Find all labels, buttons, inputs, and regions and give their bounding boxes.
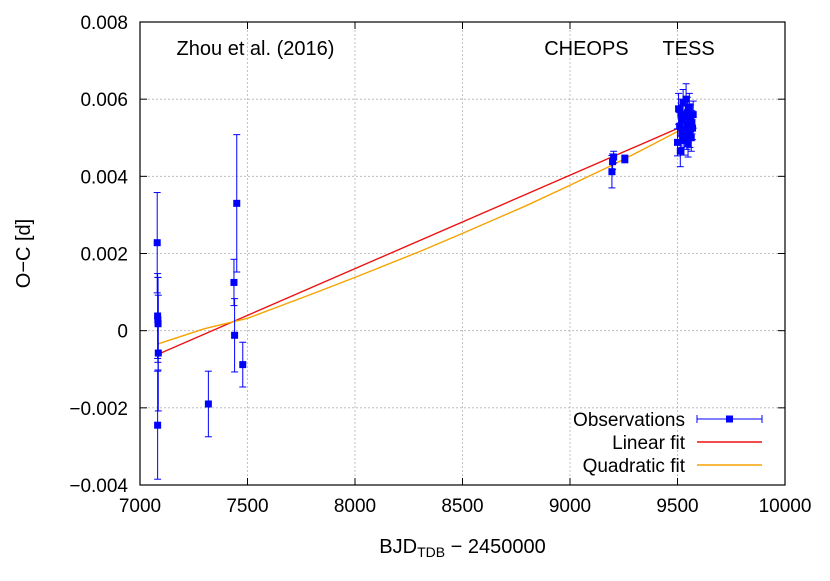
marker — [687, 114, 695, 122]
marker — [231, 331, 239, 339]
marker — [621, 155, 629, 163]
tick-labels: 7000 7500 8000 8500 9000 9500 10000 −0.004 −0.00… — [69, 13, 811, 517]
marker — [676, 122, 684, 130]
marker — [230, 278, 238, 286]
marker — [683, 109, 691, 117]
data-point — [239, 341, 247, 388]
y-axis-title: O−C [d] — [13, 219, 35, 288]
data-point — [621, 154, 629, 164]
marker — [609, 158, 617, 166]
y-tick-label: 0.004 — [80, 167, 128, 188]
marker — [608, 168, 616, 176]
legend-label-observations: Observations — [573, 410, 685, 431]
ticks — [139, 21, 786, 486]
legend-marker — [726, 415, 733, 423]
x-axis-title-rest: − 2450000 — [445, 536, 546, 558]
x-axis-title: BJDTDB − 2450000 — [379, 536, 545, 560]
annotation-tess: TESS — [662, 38, 714, 60]
x-tick-label: 9000 — [549, 496, 591, 517]
marker — [204, 400, 212, 408]
marker — [688, 118, 696, 126]
marker — [689, 111, 697, 119]
marker — [678, 116, 686, 124]
x-tick-label: 8000 — [334, 496, 376, 517]
legend-label-quadratic-fit: Quadratic fit — [583, 456, 686, 477]
data-point — [231, 298, 239, 373]
x-tick-label: 7000 — [119, 496, 161, 517]
marker — [676, 147, 684, 155]
fit-lines — [156, 120, 694, 356]
quadratic-fit-line — [156, 122, 694, 345]
y-tick-label: −0.004 — [69, 476, 128, 497]
marker — [233, 199, 241, 207]
marker — [610, 153, 618, 161]
marker — [674, 138, 681, 146]
data-point — [154, 294, 162, 412]
data-point — [204, 370, 212, 438]
marker — [678, 130, 686, 138]
data-point — [689, 100, 697, 129]
observation-points — [153, 83, 697, 480]
y-tick-label: 0.002 — [80, 245, 128, 266]
marker — [154, 421, 162, 429]
marker — [679, 99, 687, 107]
marker — [154, 349, 162, 357]
x-tick-label: 10000 — [759, 496, 812, 517]
annotation-zhou: Zhou et al. (2016) — [177, 38, 335, 60]
marker — [685, 103, 693, 111]
x-tick-label: 7500 — [226, 496, 268, 517]
x-tick-label: 8500 — [441, 496, 483, 517]
marker — [675, 105, 683, 113]
y-tick-label: −0.002 — [69, 399, 128, 420]
marker — [239, 361, 247, 369]
data-point — [154, 370, 162, 480]
x-axis-title-main: BJD — [379, 536, 417, 558]
y-tick-label: 0.006 — [80, 90, 128, 111]
marker — [153, 239, 161, 247]
annotation-cheops: CHEOPS — [544, 38, 628, 60]
x-tick-label: 9500 — [656, 496, 698, 517]
marker — [677, 111, 685, 119]
legend-symbol-observations — [696, 415, 763, 423]
linear-fit-line — [156, 120, 694, 356]
marker — [680, 136, 688, 144]
y-tick-label: 0 — [117, 322, 128, 343]
marker — [681, 113, 689, 121]
data-point — [233, 134, 241, 273]
data-point — [610, 150, 618, 164]
marker — [684, 140, 692, 148]
legend-label-linear-fit: Linear fit — [612, 433, 686, 454]
legend: Observations Linear fit Quadratic fit — [573, 410, 763, 477]
marker — [687, 134, 695, 142]
marker — [683, 132, 691, 140]
x-axis-title-subscript: TDB — [417, 544, 445, 560]
y-tick-label: 0.008 — [80, 13, 128, 34]
marker — [682, 95, 690, 103]
